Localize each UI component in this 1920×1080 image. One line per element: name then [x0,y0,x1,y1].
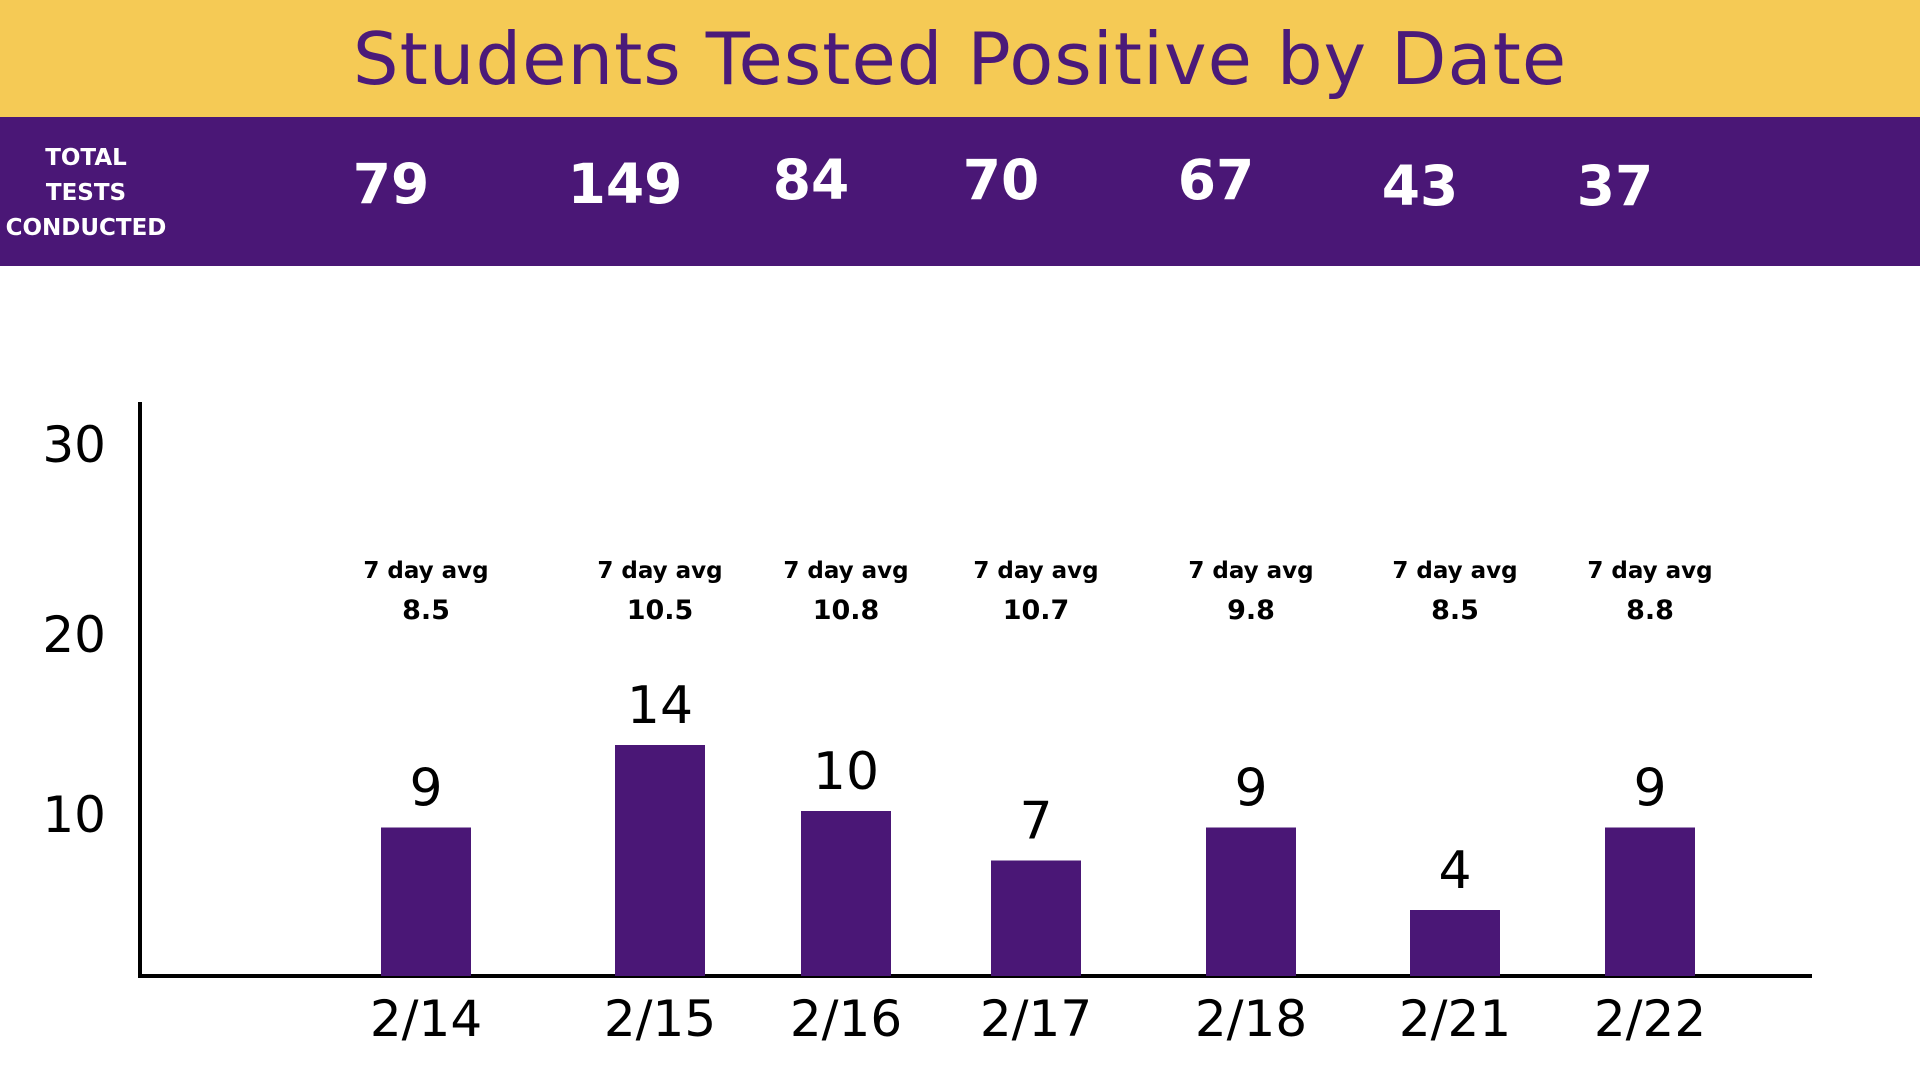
avg-value: 10.7 [1003,595,1070,626]
x-tick-label: 2/22 [1594,990,1706,1048]
bar [1206,827,1296,976]
avg-value: 10.8 [813,595,880,626]
total-tests-value: 84 [772,148,850,212]
x-tick-label: 2/14 [370,990,482,1048]
avg-label: 7 day avg [1392,558,1517,584]
bar [615,745,705,976]
y-tick-label: 10 [42,786,106,844]
data-label: 9 [1234,759,1267,819]
avg-label: 7 day avg [973,558,1098,584]
x-tick-label: 2/21 [1399,990,1511,1048]
avg-label: 7 day avg [363,558,488,584]
bar [381,827,471,976]
avg-value: 9.8 [1227,595,1275,626]
data-label: 14 [627,676,693,736]
total-tests-value: 43 [1381,154,1459,218]
total-tests-label: TOTAL TESTS CONDUCTED [5,145,167,241]
avg-label: 7 day avg [597,558,722,584]
bar [801,811,891,976]
avg-value: 8.5 [402,595,450,626]
avg-value: 10.5 [627,595,694,626]
total-tests-value: 67 [1177,148,1255,212]
total-tests-value: 37 [1576,154,1654,218]
total-tests-value: 149 [567,152,683,216]
data-label: 7 [1019,792,1052,852]
tests-band: TOTAL TESTS CONDUCTED 79 149 84 70 67 43 37 [0,117,1920,266]
data-label: 9 [409,759,442,819]
avg-label: 7 day avg [783,558,908,584]
bar [991,860,1081,976]
x-tick-label: 2/17 [980,990,1092,1048]
avg-label: 7 day avg [1188,558,1313,584]
total-tests-value: 70 [962,148,1040,212]
total-tests-value: 79 [352,152,430,216]
avg-value: 8.5 [1431,595,1479,626]
data-label: 4 [1438,841,1471,901]
y-tick-label: 20 [42,606,106,664]
avg-value: 8.8 [1626,595,1674,626]
bar [1605,827,1695,976]
avg-label: 7 day avg [1587,558,1712,584]
x-tick-label: 2/15 [604,990,716,1048]
data-label: 9 [1633,759,1666,819]
x-tick-label: 2/18 [1195,990,1307,1048]
chart-title: Students Tested Positive by Date [352,16,1568,101]
x-tick-label: 2/16 [790,990,902,1048]
bar [1410,910,1500,976]
data-label: 10 [813,742,879,802]
title-band: Students Tested Positive by Date [0,0,1920,117]
y-tick-label: 30 [42,416,106,474]
